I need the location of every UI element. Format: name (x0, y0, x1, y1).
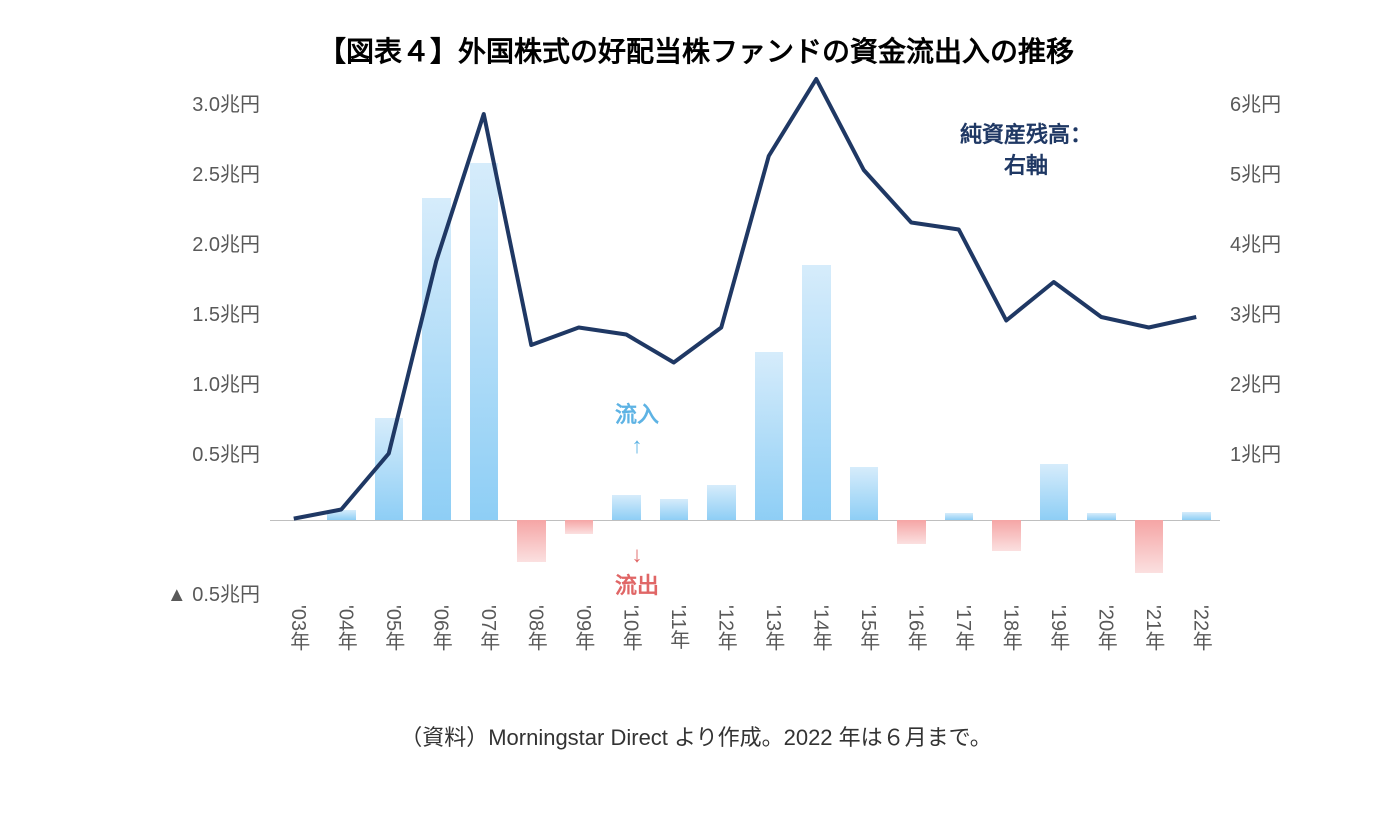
y-right-tick: 3兆円 (1230, 298, 1281, 327)
y-right-tick: 4兆円 (1230, 228, 1281, 257)
nav-annotation: 純資産残高： 右軸 (960, 120, 1092, 182)
y-left-tick: 1.5兆円 (192, 298, 260, 327)
x-tick: '20年 (1091, 605, 1120, 651)
outflow-label-2: 流出 (615, 573, 659, 598)
x-tick: '12年 (711, 605, 740, 651)
x-tick: '10年 (616, 605, 645, 651)
x-tick: '16年 (901, 605, 930, 651)
x-axis: '03年 '04年 '05年 '06年 '07年 '08年 '09年 '10年 '11年 '12年… (270, 600, 1220, 710)
x-tick: '19年 (1044, 605, 1073, 651)
inflow-annotation: 流入 ↑ (615, 400, 659, 462)
inflow-label-2: ↑ (632, 433, 643, 458)
x-tick: '22年 (1186, 605, 1215, 651)
x-tick: '05年 (379, 605, 408, 651)
x-tick: '17年 (949, 605, 978, 651)
nav-label-2: 右軸 (1004, 153, 1048, 178)
x-tick: '15年 (854, 605, 883, 651)
y-left-tick: ▲ 0.5兆円 (167, 578, 260, 607)
x-tick: '06年 (426, 605, 455, 651)
inflow-label-1: 流入 (615, 402, 659, 427)
y-axis-left: 3.0兆円2.5兆円2.0兆円1.5兆円1.0兆円0.5兆円▲ 0.5兆円 (140, 100, 260, 590)
x-tick: '04年 (331, 605, 360, 651)
x-tick: '11年 (664, 605, 693, 650)
y-left-tick: 2.5兆円 (192, 158, 260, 187)
y-right-tick: 6兆円 (1230, 88, 1281, 117)
y-left-tick: 3.0兆円 (192, 88, 260, 117)
outflow-annotation: ↓ 流出 (615, 540, 659, 602)
x-tick: '03年 (284, 605, 313, 651)
nav-label-1: 純資産残高： (960, 122, 1092, 147)
y-right-tick: 2兆円 (1230, 368, 1281, 397)
y-right-tick: 5兆円 (1230, 158, 1281, 187)
x-tick: '08年 (521, 605, 550, 651)
chart-title: 【図表４】外国株式の好配当株ファンドの資金流出入の推移 (0, 30, 1392, 70)
x-tick: '14年 (806, 605, 835, 651)
chart-container: 【図表４】外国株式の好配当株ファンドの資金流出入の推移 3.0兆円 2.5兆円 2.… (0, 0, 1392, 813)
outflow-label-1: ↓ (632, 542, 643, 567)
y-left-tick: 0.5兆円 (192, 438, 260, 467)
y-left-tick: 2.0兆円 (192, 228, 260, 257)
x-tick: '13年 (759, 605, 788, 651)
x-tick: '07年 (474, 605, 503, 651)
x-tick: '09年 (569, 605, 598, 651)
y-left-tick: 1.0兆円 (192, 368, 260, 397)
y-right-tick: 1兆円 (1230, 438, 1281, 467)
x-tick: '18年 (996, 605, 1025, 651)
source-note: （資料）Morningstar Direct より作成。2022 年は６月まで。 (0, 720, 1392, 752)
x-tick: '21年 (1139, 605, 1168, 651)
y-axis-right: 6兆円5兆円4兆円3兆円2兆円1兆円 (1230, 100, 1330, 590)
